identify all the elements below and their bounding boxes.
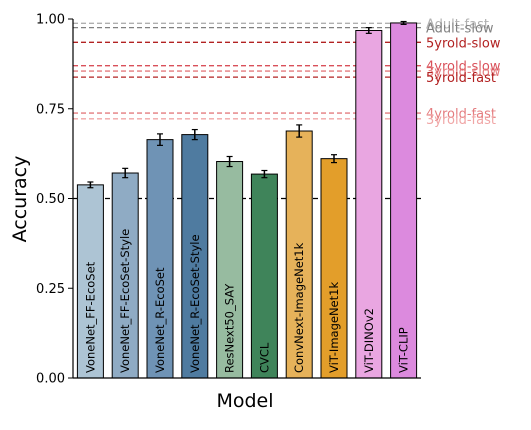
bar-category-label: ConvNext-ImageNet1k	[292, 242, 306, 373]
bar-category-label: VoneNet_R-EcoSet	[153, 267, 167, 373]
y-tick-label: 0.75	[36, 102, 65, 117]
y-tick-label: 0.00	[36, 372, 65, 387]
bar-category-label: VoneNet_FF-EcoSet-Style	[118, 229, 132, 373]
reference-line-label: 5yrold-slow	[426, 36, 501, 51]
reference-line-label: 3yrold-fast	[426, 113, 496, 128]
bars: VoneNet_FF-EcoSet VoneNet_FF-EcoSet-Style…	[77, 22, 416, 378]
bar-category-label: ViT-CLIP	[397, 327, 411, 373]
reference-line-labels: Adult-fastAdult-slow5yrold-slow4yrold-sl…	[426, 17, 501, 127]
y-tick-label: 1.00	[36, 13, 65, 28]
x-axis-title: Model	[216, 390, 273, 412]
reference-line-label: Adult-slow	[426, 22, 494, 37]
bar-category-label: ResNext50_SAY	[223, 283, 237, 373]
y-axis-title: Accuracy	[9, 156, 31, 243]
reference-line-label: 5yrold-fast	[426, 71, 496, 86]
bar-category-label: VoneNet_FF-EcoSet	[83, 261, 97, 373]
bar-category-label: ViT-DINOv2	[362, 308, 376, 373]
y-tick-label: 0.50	[36, 192, 65, 207]
bar-category-label: CVCL	[257, 342, 271, 373]
bar-category-label: ViT-ImageNet1k	[327, 282, 341, 373]
bar	[391, 23, 417, 378]
bar-category-label: VoneNet_R-EcoSet-Style	[188, 234, 202, 373]
y-tick-label: 0.25	[36, 282, 65, 297]
y-ticks: 0.00 0.25 0.50 0.75 1.00	[36, 13, 73, 387]
